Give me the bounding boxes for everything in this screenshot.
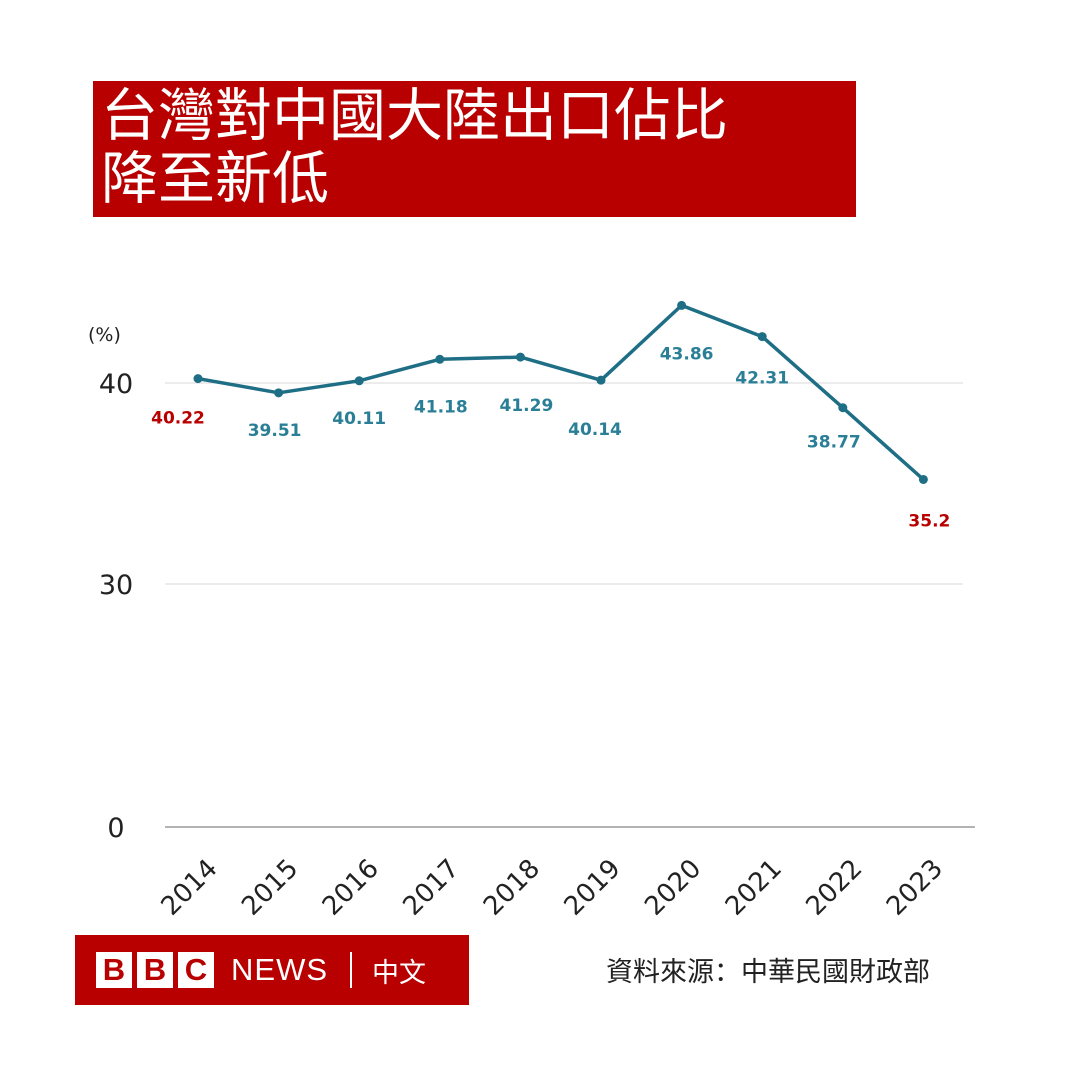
data-label-2014: 40.22 bbox=[151, 409, 205, 429]
data-label-2021: 42.31 bbox=[735, 369, 789, 389]
logo-news-text: NEWS bbox=[231, 952, 328, 987]
y-axis-unit-label: (%) bbox=[88, 324, 121, 346]
logo-letter-b2: B bbox=[137, 952, 173, 988]
x-tick-label-2014: 2014 bbox=[156, 854, 224, 922]
data-point-2018 bbox=[515, 352, 525, 362]
logo-letter-c: C bbox=[178, 952, 214, 988]
x-tick-label-2023: 2023 bbox=[881, 854, 949, 922]
x-tick-label-2020: 2020 bbox=[639, 854, 707, 922]
data-point-2016 bbox=[354, 376, 364, 386]
data-label-2020: 43.86 bbox=[660, 344, 714, 364]
source-note: 資料來源：中華民國財政部 bbox=[606, 957, 930, 988]
x-tick-label-2015: 2015 bbox=[236, 854, 304, 922]
x-tick-label-2022: 2022 bbox=[800, 854, 868, 922]
title-box: 台灣對中國大陸出口佔比 降至新低 bbox=[93, 81, 856, 217]
logo-separator bbox=[350, 952, 352, 988]
x-tick-label-2017: 2017 bbox=[397, 854, 465, 922]
data-point-2019 bbox=[596, 375, 606, 385]
data-point-2022 bbox=[838, 403, 848, 413]
logo-letter-b1: B bbox=[96, 952, 132, 988]
data-point-2021 bbox=[757, 332, 767, 342]
data-label-2019: 40.14 bbox=[568, 420, 622, 440]
series-line bbox=[197, 303, 925, 481]
bbc-news-logo: B B C NEWS 中文 bbox=[75, 935, 469, 1005]
data-point-2015 bbox=[274, 388, 284, 398]
y-tick-label-40: 40 bbox=[99, 369, 133, 400]
data-point-2020 bbox=[677, 300, 687, 310]
x-tick-label-2018: 2018 bbox=[478, 854, 546, 922]
data-point-2014 bbox=[193, 374, 203, 384]
data-label-2018: 41.29 bbox=[500, 396, 554, 416]
data-label-2015: 39.51 bbox=[248, 421, 302, 441]
y-tick-label-0: 0 bbox=[107, 813, 124, 844]
data-label-2022: 38.77 bbox=[807, 433, 861, 453]
title-line-2: 降至新低 bbox=[101, 146, 329, 212]
data-label-2023: 35.2 bbox=[908, 511, 950, 531]
x-tick-label-2021: 2021 bbox=[720, 854, 788, 922]
y-tick-label-30: 30 bbox=[99, 570, 133, 601]
title-line-1: 台灣對中國大陸出口佔比 bbox=[101, 83, 728, 149]
data-label-2016: 40.11 bbox=[332, 409, 386, 429]
data-label-2017: 41.18 bbox=[414, 397, 468, 417]
x-tick-label-2016: 2016 bbox=[317, 854, 385, 922]
logo-chinese-text: 中文 bbox=[372, 957, 426, 989]
x-tick-label-2019: 2019 bbox=[559, 854, 627, 922]
data-point-2023 bbox=[918, 474, 928, 484]
data-point-2017 bbox=[435, 354, 445, 364]
